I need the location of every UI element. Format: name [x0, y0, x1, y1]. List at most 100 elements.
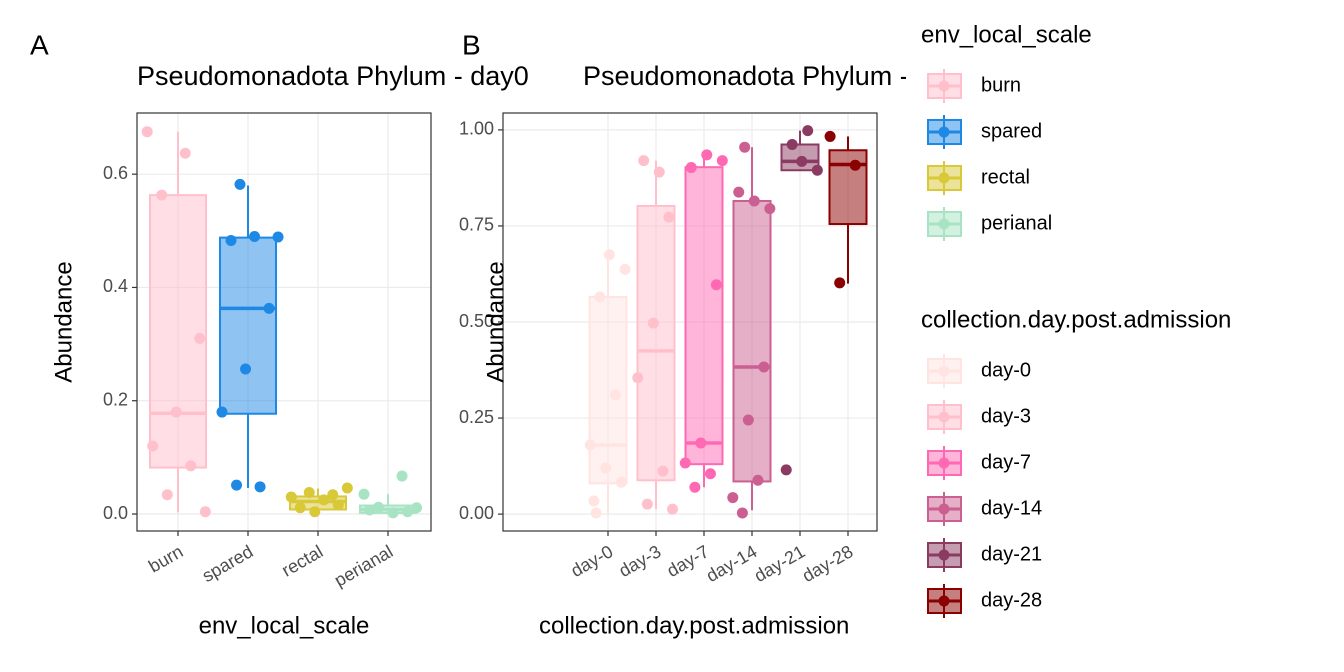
point	[663, 211, 675, 223]
point	[318, 494, 330, 506]
point	[411, 502, 423, 514]
point	[341, 482, 353, 494]
y-tick-label: 1.00	[459, 119, 494, 139]
point	[657, 465, 669, 477]
point	[609, 389, 621, 401]
box	[684, 166, 724, 466]
point	[594, 291, 606, 303]
legend-key-point	[938, 457, 950, 469]
point	[364, 504, 376, 516]
point	[739, 141, 751, 153]
point	[742, 414, 754, 426]
point	[695, 437, 707, 449]
point	[641, 498, 653, 510]
legend-key-point	[938, 80, 950, 92]
point	[249, 230, 261, 242]
point	[373, 501, 385, 513]
legend-key-point	[938, 218, 950, 230]
point	[752, 474, 764, 486]
point	[156, 189, 168, 201]
point	[667, 503, 679, 515]
legend-title: env_local_scale	[921, 21, 1092, 48]
point	[303, 486, 315, 498]
point	[710, 279, 722, 291]
x-tick-label: day-14	[703, 541, 761, 586]
point	[294, 502, 306, 514]
x-axis-label: env_local_scale	[199, 612, 370, 639]
point	[600, 462, 612, 474]
panel-label: A	[30, 29, 49, 60]
box	[828, 149, 868, 226]
point	[758, 361, 770, 373]
legend-label: rectal	[981, 166, 1030, 188]
legend-label: day-0	[981, 359, 1031, 381]
point	[231, 479, 243, 491]
y-tick-label: 0.0	[103, 503, 128, 523]
point	[272, 231, 284, 243]
point	[811, 164, 823, 176]
box	[149, 194, 207, 469]
point	[736, 507, 748, 519]
point	[780, 464, 792, 476]
point	[358, 488, 370, 500]
point	[727, 492, 739, 504]
y-tick-label: 0.25	[459, 407, 494, 427]
point	[786, 139, 798, 151]
point	[263, 302, 275, 314]
point	[701, 149, 713, 161]
legend-label: day-28	[981, 589, 1042, 611]
point	[796, 155, 808, 167]
legend-key-point	[938, 549, 950, 561]
legend-title: collection.day.post.admission	[921, 306, 1231, 333]
legend-label: day-7	[981, 451, 1031, 473]
y-tick-label: 0.4	[103, 276, 128, 296]
point	[733, 186, 745, 198]
box	[588, 296, 628, 485]
legend-key-point	[938, 595, 950, 607]
point	[194, 332, 206, 344]
legend-key-point	[938, 365, 950, 377]
point	[179, 147, 191, 159]
point	[716, 155, 728, 167]
legend-key-point	[938, 126, 950, 138]
x-tick-label: day-7	[663, 541, 712, 581]
box	[636, 204, 676, 482]
y-axis-label: Abundance	[50, 261, 77, 382]
point	[824, 130, 836, 142]
point	[141, 126, 153, 138]
box	[219, 236, 277, 415]
point	[225, 234, 237, 246]
point	[632, 372, 644, 384]
x-tick-label: perianal	[331, 541, 396, 590]
point	[603, 249, 615, 261]
point	[802, 125, 814, 137]
point	[147, 440, 159, 452]
y-tick-label: 0.75	[459, 215, 494, 235]
point	[590, 507, 602, 519]
legend-label: day-21	[981, 543, 1042, 565]
point	[396, 470, 408, 482]
point	[679, 457, 691, 469]
point	[588, 495, 600, 507]
point	[584, 439, 596, 451]
point	[647, 317, 659, 329]
point	[285, 491, 297, 503]
point	[685, 162, 697, 174]
point	[849, 159, 861, 171]
point	[254, 481, 266, 493]
legend-label: burn	[981, 74, 1021, 96]
point	[332, 499, 344, 511]
point	[199, 506, 211, 518]
point	[216, 406, 228, 418]
point	[638, 155, 650, 167]
y-tick-label: 0.00	[459, 503, 494, 523]
point	[834, 277, 846, 289]
legend-label: perianal	[981, 212, 1052, 234]
point	[327, 489, 339, 501]
point	[161, 489, 173, 501]
point	[704, 468, 716, 480]
point	[240, 363, 252, 375]
y-tick-label: 0.50	[459, 311, 494, 331]
y-tick-label: 0.2	[103, 389, 128, 409]
